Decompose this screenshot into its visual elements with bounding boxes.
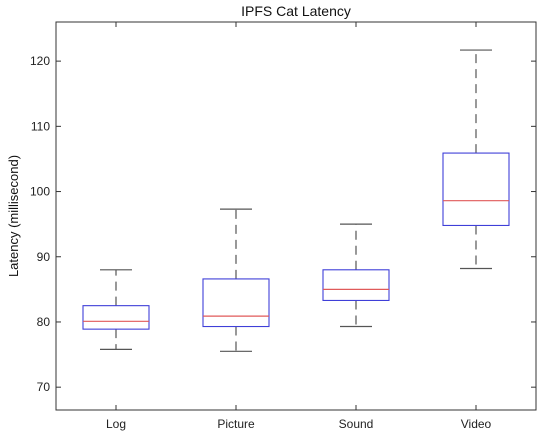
x-tick-label: Log <box>106 417 126 431</box>
box-group <box>202 208 270 352</box>
y-axis-label: Latency (millisecond) <box>6 155 21 277</box>
iqr-box <box>202 278 270 328</box>
y-tick-label: 90 <box>37 250 51 264</box>
box-group <box>322 223 390 328</box>
y-tick-label: 70 <box>37 380 51 394</box>
x-axis: Log Picture Sound Video <box>106 22 492 431</box>
y-tick-label: 100 <box>30 185 50 199</box>
y-tick-label: 120 <box>30 54 50 68</box>
x-tick-label: Video <box>461 417 492 431</box>
iqr-box <box>82 305 150 330</box>
boxes-layer <box>82 49 510 352</box>
chart-title: IPFS Cat Latency <box>241 3 351 19</box>
box-group <box>442 49 510 270</box>
y-tick-label: 80 <box>37 315 51 329</box>
x-tick-label: Picture <box>217 417 255 431</box>
iqr-box <box>322 269 390 301</box>
y-tick-label: 110 <box>31 119 50 133</box>
box-group <box>82 269 150 350</box>
plot-frame <box>55 21 537 411</box>
x-tick-label: Sound <box>339 417 374 431</box>
y-axis: 70 80 90 100 110 120 <box>30 54 536 394</box>
iqr-box <box>442 152 510 227</box>
